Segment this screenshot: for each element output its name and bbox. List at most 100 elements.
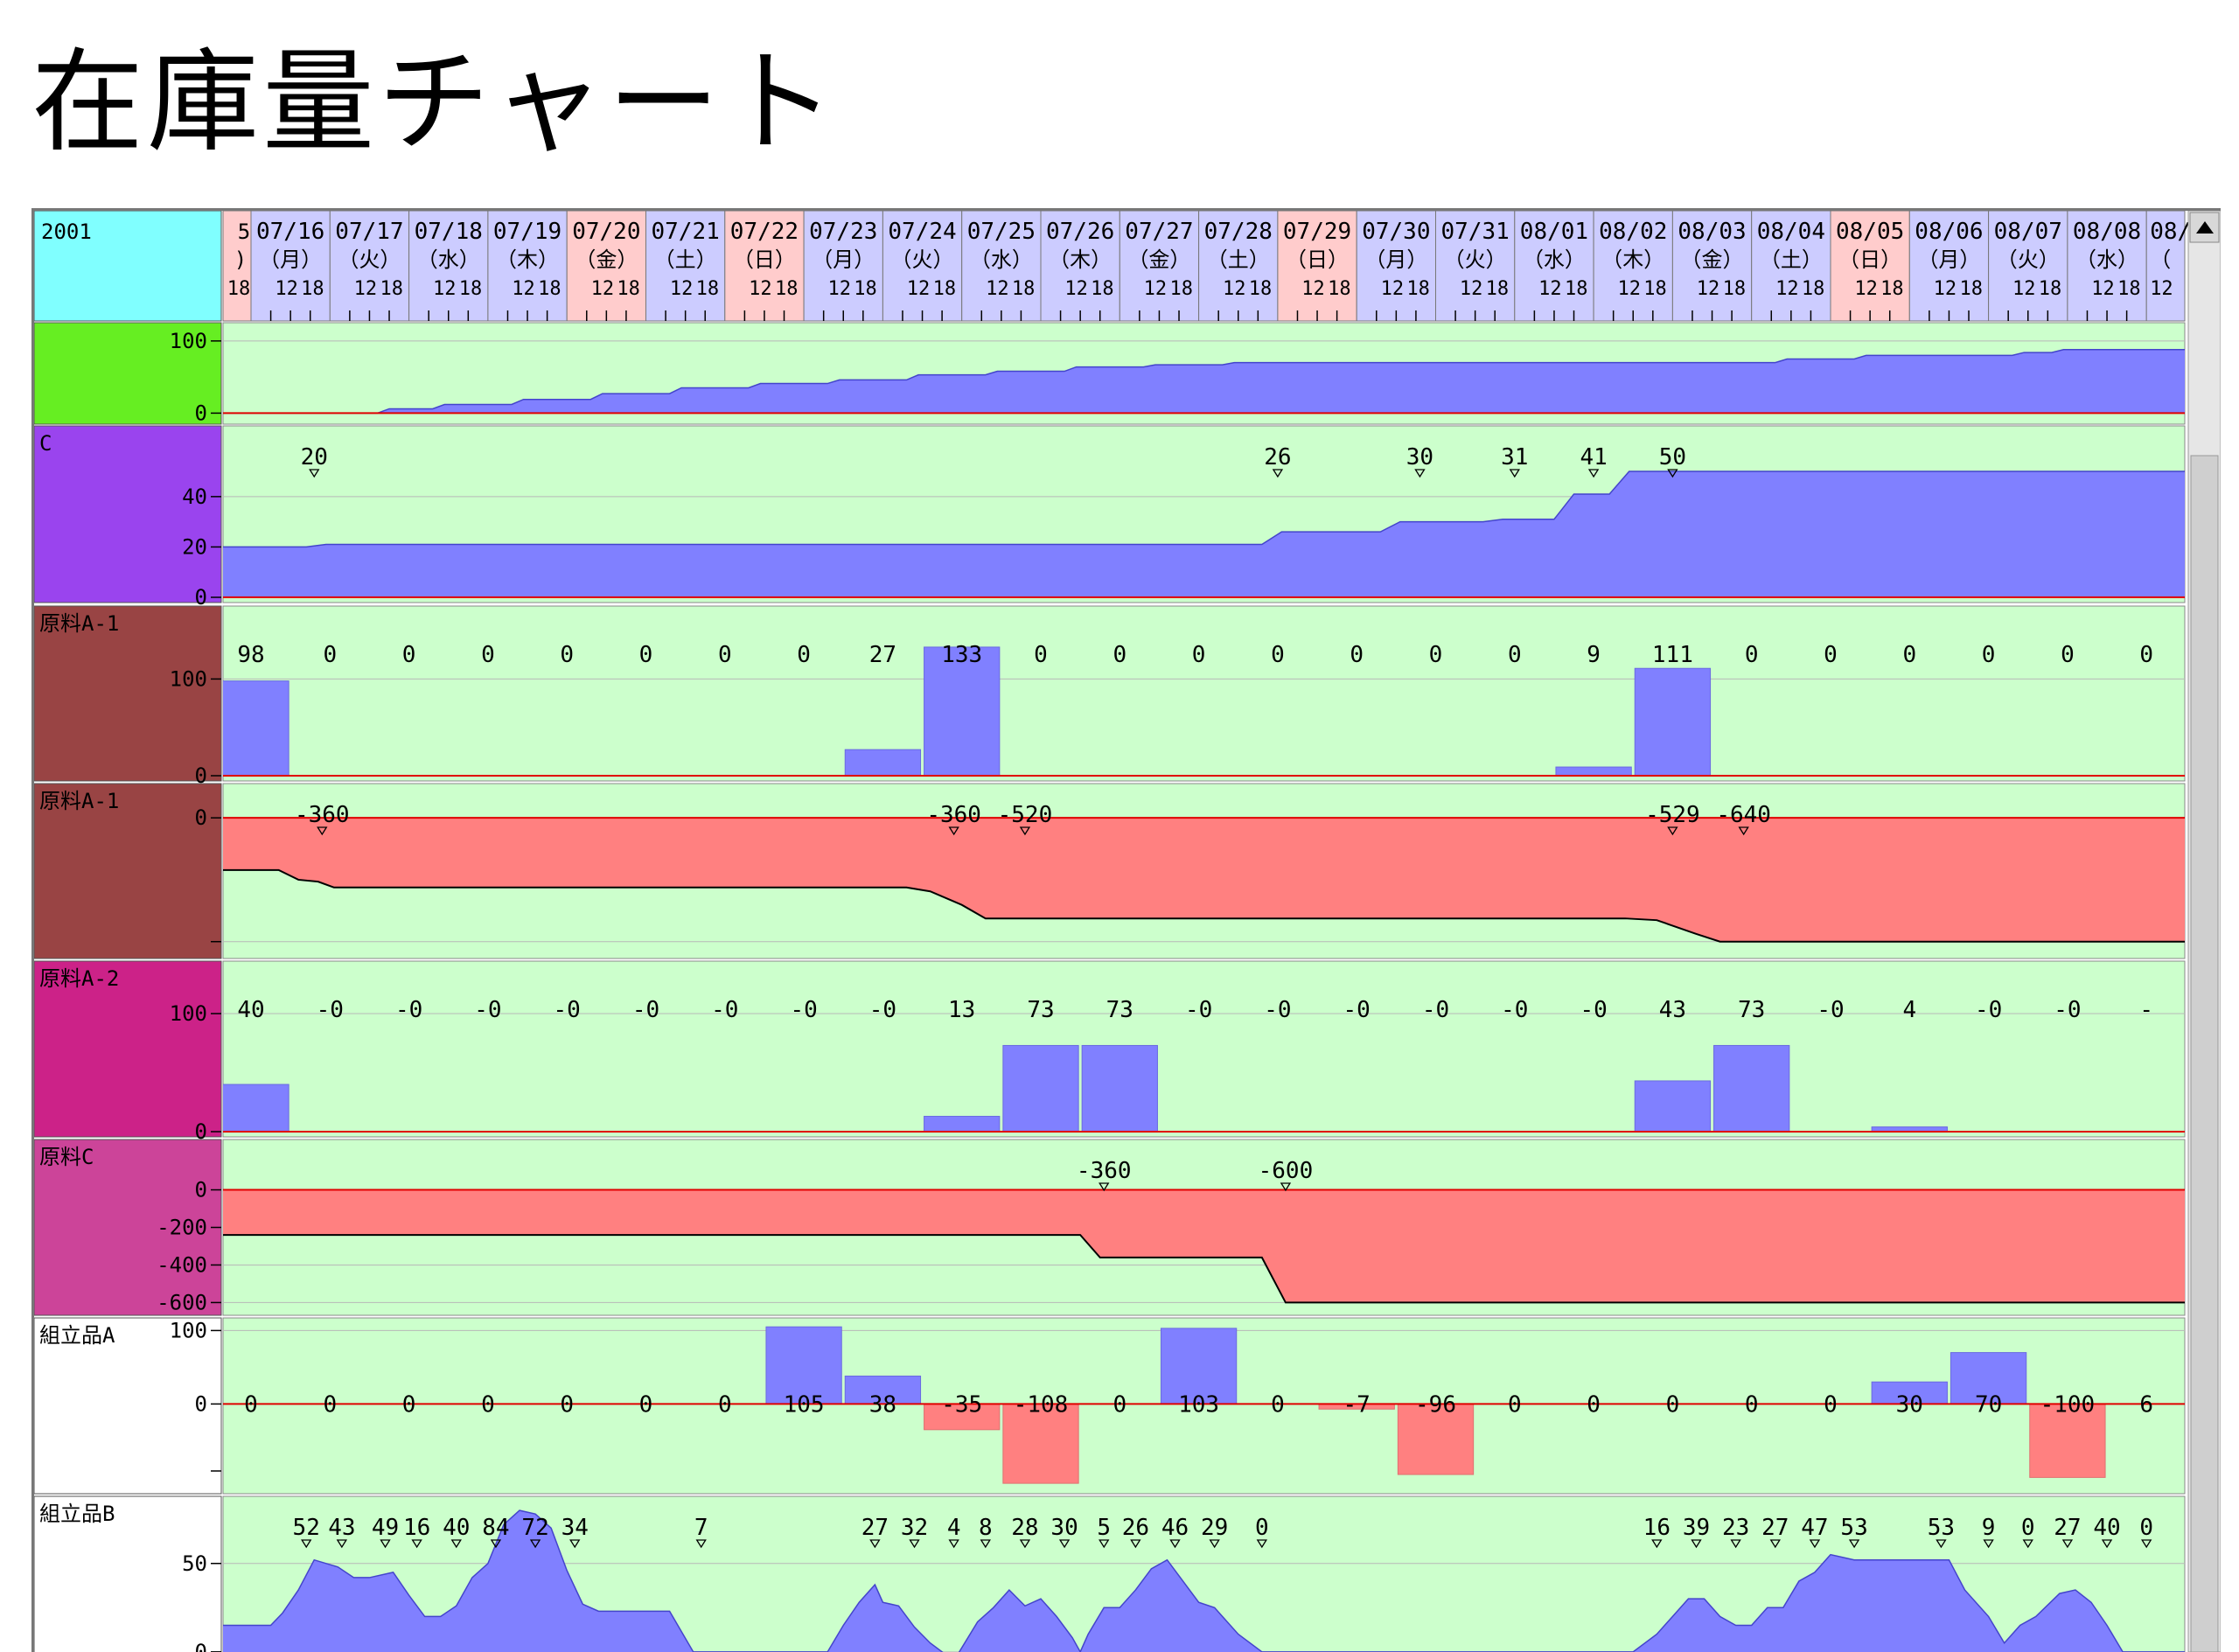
marker-triangle (1099, 1182, 1110, 1192)
date-column: 07/22（日） 12 18 (724, 211, 805, 322)
data-label: 41 (1580, 444, 1607, 471)
hour-label: 12 (1064, 278, 1088, 300)
bar (1713, 1044, 1790, 1133)
marker-triangle (529, 1539, 541, 1549)
bar (2029, 1403, 2106, 1478)
area-fill (223, 471, 2185, 597)
data-label: -108 (1014, 1391, 1069, 1418)
area-line (223, 349, 2185, 415)
hour-label: 18 (301, 278, 324, 300)
plot-content: 0 0 0 0 0 0 0 105 38 -35 -108 0 103 0 -7 -96 0 0 0 0 0 30 70 -1… (223, 1326, 2185, 1484)
vertical-scrollbar[interactable] (2187, 211, 2221, 1652)
data-label: 0 (1902, 642, 1916, 668)
data-label: 0 (2061, 642, 2075, 668)
weekday-label: （月） (812, 247, 875, 272)
data-label: -35 (941, 1391, 982, 1418)
bar (1081, 1044, 1158, 1133)
data-label: 20 (301, 444, 328, 471)
data-label: -0 (2054, 997, 2081, 1023)
data-label: 43 (1659, 997, 1686, 1023)
marker-triangle (1256, 1539, 1268, 1549)
marker-triangle (869, 1539, 881, 1549)
data-label: 23 (1722, 1515, 1749, 1541)
hour-label: 18 (1880, 278, 1904, 300)
date-label: 08/06 (1915, 219, 1983, 245)
data-label: 0 (1508, 642, 1522, 668)
chart-panel: 0 100 (34, 322, 2186, 425)
hour-label: 18 (1643, 278, 1667, 300)
y-tick-label: -200 (157, 1216, 207, 1240)
date-column-partial-end (2145, 211, 2186, 322)
date-label: 07/24 (888, 219, 956, 245)
panel-label: C (39, 431, 52, 456)
bar (1634, 667, 1712, 777)
hour-label: 18 (1328, 278, 1351, 300)
marker-triangle (1130, 1539, 1141, 1549)
panel-label: 原料A-1 (39, 611, 119, 636)
date-column: 07/17（火） 12 18 (329, 211, 410, 322)
data-label: 0 (2139, 1515, 2153, 1541)
marker-triangle (1209, 1539, 1220, 1549)
data-label: -0 (395, 997, 422, 1023)
hour-label: 12 (354, 278, 378, 300)
data-label: 0 (1113, 642, 1126, 668)
date-cell (1830, 211, 1910, 322)
data-label: 0 (1982, 642, 1996, 668)
data-label: 98 (237, 642, 264, 668)
y-tick-label: 0 (195, 1119, 207, 1144)
plot-content: -360 -600 (223, 1158, 2185, 1304)
data-label: 43 (328, 1515, 355, 1541)
hour-label: 18 (1249, 278, 1273, 300)
data-label: 0 (1350, 642, 1364, 668)
y-tick-label: 100 (170, 1001, 207, 1026)
data-label: 30 (1896, 1391, 1923, 1418)
hour-label: 18 (2117, 278, 2141, 300)
data-label: 6 (2139, 1391, 2153, 1418)
data-label: -0 (1580, 997, 1607, 1023)
marker-triangle (1587, 469, 1600, 478)
panel-label-cell (34, 1317, 222, 1495)
chart-panel: 原料C 0 -200 -400 -600 -360 -600 (34, 1139, 2186, 1316)
data-label: 0 (560, 642, 574, 668)
hour-label: 12 (1301, 278, 1325, 300)
area-line (223, 1234, 2185, 1304)
weekday-label: （水） (417, 247, 480, 272)
date-column: 08/03（金） 12 18 (1671, 211, 1753, 322)
y-tick-label: -600 (157, 1290, 207, 1314)
hour-label: 18 (1486, 278, 1510, 300)
date-column: 08/07（火） 12 18 (1988, 211, 2068, 322)
weekday-label: （水） (2075, 247, 2138, 272)
date-label: 07/23 (809, 219, 877, 245)
weekday-label: （土） (1760, 247, 1823, 272)
data-label: 50 (1659, 444, 1686, 471)
y-tick-label: 0 (195, 1178, 207, 1202)
scrollbar-thumb[interactable] (2190, 455, 2219, 1652)
date-column: 07/31（火） 12 18 (1435, 211, 1516, 322)
marker-triangle (1730, 1539, 1741, 1549)
weekday-label: （木） (1601, 247, 1664, 272)
weekday-label: （月） (1917, 247, 1980, 272)
date-column: 07/23（月） 12 18 (803, 211, 883, 322)
panel-label: 原料A-2 (39, 966, 119, 991)
marker-triangle (569, 1539, 581, 1549)
y-tick-label: 0 (195, 805, 207, 830)
area-line (223, 868, 2185, 943)
data-label: 26 (1122, 1515, 1149, 1541)
weekday-label: ) (234, 247, 247, 272)
weekday-label: （木） (496, 247, 559, 272)
date-column: 07/18（水） 12 18 (408, 211, 489, 322)
hour-label: 12 (1144, 278, 1168, 300)
marker-triangle (1667, 826, 1678, 836)
area-line (223, 1509, 2185, 1652)
date-label: 08/04 (1757, 219, 1825, 245)
marker-triangle (1414, 469, 1426, 478)
hour-label: 12 (2012, 278, 2036, 300)
data-label: 30 (1406, 444, 1433, 471)
hour-label: 18 (617, 278, 640, 300)
marker-triangle (1019, 826, 1031, 836)
data-label: 7 (694, 1515, 708, 1541)
marker-triangle (1738, 826, 1749, 836)
data-label: -529 (1645, 802, 1700, 828)
data-label: 0 (2021, 1515, 2035, 1541)
